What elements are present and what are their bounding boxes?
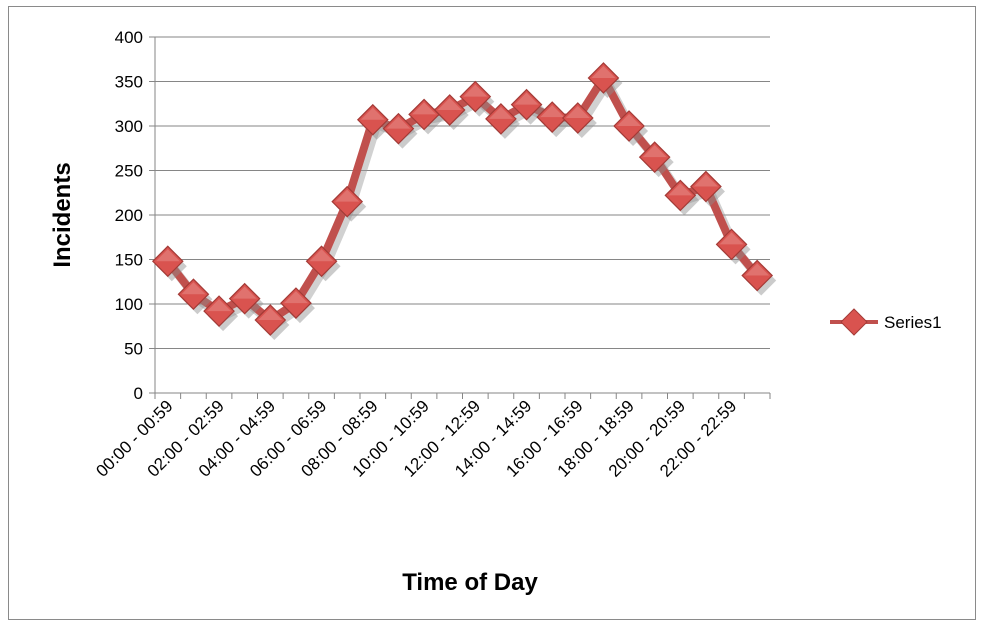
data-point-highlight (642, 145, 667, 158)
data-point-highlight (437, 97, 462, 110)
data-point (382, 112, 415, 145)
x-axis-title: Time of Day (402, 569, 538, 596)
series-line-shadow (168, 78, 765, 330)
data-point-highlight (488, 106, 513, 119)
data-point-highlight (283, 291, 308, 304)
data-point-highlight (693, 174, 718, 187)
data-point (177, 278, 210, 311)
data-point-highlight (463, 84, 488, 97)
y-tick-label: 50 (124, 340, 143, 359)
data-point-highlight (565, 105, 590, 118)
data-point-highlight (386, 116, 411, 129)
data-point (433, 94, 466, 126)
data-point (408, 98, 440, 131)
data-point (638, 141, 671, 173)
data-point (613, 110, 645, 142)
y-tick-label: 300 (115, 117, 143, 136)
data-point-highlight (258, 308, 283, 321)
data-point (459, 80, 492, 113)
y-axis-title: Incidents (49, 162, 76, 267)
axes (149, 36, 771, 399)
data-point (305, 245, 338, 278)
data-point-highlight (745, 263, 770, 276)
data-point (356, 103, 389, 136)
legend-label: Series1 (884, 313, 942, 332)
data-point (664, 179, 697, 212)
legend: Series1 (830, 308, 942, 336)
data-point-highlight (412, 102, 437, 115)
data-point (254, 304, 287, 336)
data-point (561, 102, 594, 134)
data-point-highlight (207, 299, 232, 312)
data-point (203, 295, 235, 327)
data-point-highlight (668, 183, 693, 196)
data-point (536, 101, 569, 133)
data-point-highlight (232, 286, 257, 299)
data-point (228, 282, 261, 315)
series-markers (151, 62, 777, 341)
data-point-highlight (360, 107, 385, 120)
y-tick-label: 200 (115, 206, 143, 225)
data-point (151, 245, 184, 278)
data-point-highlight (181, 282, 206, 295)
y-tick-label: 100 (115, 295, 143, 314)
data-point-highlight (514, 92, 539, 105)
data-point (331, 185, 364, 218)
y-tick-label: 0 (134, 384, 143, 403)
data-point (715, 228, 748, 261)
data-point-highlight (155, 249, 180, 262)
data-point-highlight (591, 65, 616, 78)
data-point-highlight (540, 105, 565, 118)
data-point (510, 88, 543, 121)
data-point (587, 62, 620, 94)
data-point-highlight (309, 249, 334, 262)
y-tick-label: 150 (115, 251, 143, 270)
legend-marker (840, 308, 868, 336)
data-point (741, 259, 774, 292)
data-point (280, 287, 312, 319)
data-point-highlight (617, 114, 642, 126)
data-point (690, 170, 722, 203)
data-point-highlight (335, 189, 360, 202)
y-tick-label: 250 (115, 162, 143, 181)
y-tick-label: 400 (115, 28, 143, 47)
data-point (485, 103, 517, 135)
y-tick-label: 350 (115, 73, 143, 92)
data-point-highlight (719, 232, 744, 245)
gridlines (155, 36, 770, 349)
